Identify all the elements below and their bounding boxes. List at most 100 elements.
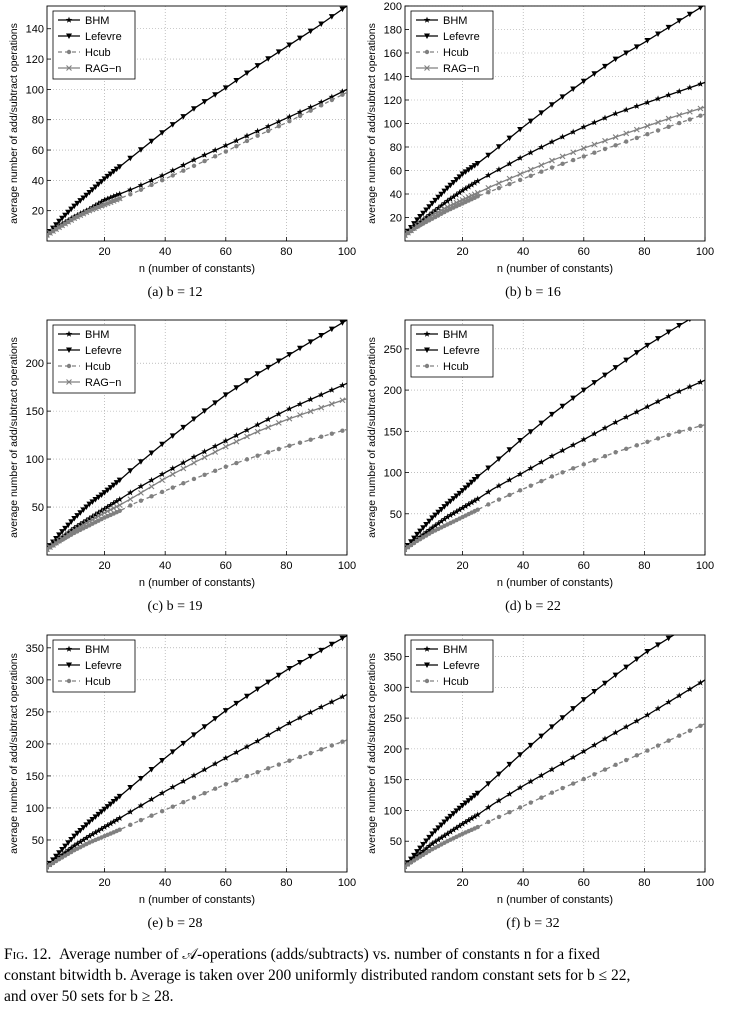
series-point: [559, 715, 566, 721]
series-point: [486, 190, 491, 195]
series-point: [622, 413, 630, 420]
series-point: [191, 476, 197, 482]
series-point: [137, 775, 144, 782]
series-point: [318, 703, 325, 710]
y-tick-label: 80: [390, 142, 402, 154]
series-point: [417, 528, 424, 535]
x-tick-label: 80: [280, 877, 292, 889]
series-point: [485, 171, 492, 179]
series-point: [441, 832, 448, 839]
series-point: [580, 697, 587, 703]
series-point: [517, 126, 524, 133]
series-point: [459, 196, 466, 203]
series-point: [517, 177, 523, 183]
series-point: [654, 95, 662, 102]
series-point: [159, 477, 166, 483]
series-point: [89, 516, 96, 523]
series-point: [254, 737, 261, 744]
series-point: [495, 771, 502, 778]
series-point: [414, 217, 421, 223]
series-point: [89, 203, 96, 211]
series-point: [559, 403, 566, 410]
series-point: [201, 724, 208, 730]
series-point: [62, 525, 69, 532]
series-point: [212, 449, 219, 455]
series-point: [98, 492, 105, 498]
series-point: [202, 158, 207, 164]
series-point: [423, 216, 430, 223]
series-point: [677, 429, 682, 434]
series-point: [53, 535, 60, 542]
series-point: [80, 210, 87, 217]
y-tick-label: 100: [384, 805, 402, 817]
chart-panel-3: 20 40 60 80 100 50 100 150 200 n (number of const…: [8, 319, 356, 614]
series-group: [47, 320, 347, 553]
series-point: [591, 71, 598, 77]
series-point: [474, 189, 481, 196]
series-point: [287, 758, 292, 763]
series-point: [420, 210, 427, 217]
series-point: [408, 539, 415, 545]
series-point: [222, 85, 229, 91]
series-point: [191, 163, 197, 169]
series-point: [465, 183, 472, 190]
series-point: [462, 169, 469, 175]
x-tick-label: 100: [696, 877, 714, 889]
x-axis-label: n (number of constants): [139, 894, 255, 906]
series-point: [254, 127, 261, 134]
series-point: [654, 398, 662, 405]
series-point: [104, 195, 111, 202]
series-point: [447, 182, 454, 189]
series-point: [56, 218, 63, 225]
series-point: [450, 826, 457, 833]
series-point: [275, 49, 282, 55]
y-tick-label: 200: [26, 358, 44, 370]
series-point: [159, 130, 166, 136]
series-point: [612, 729, 619, 736]
series-point: [107, 501, 114, 508]
series-point: [89, 499, 96, 505]
series-point: [68, 529, 75, 536]
series-point: [83, 834, 90, 841]
series-point: [633, 717, 641, 724]
series-point: [655, 743, 661, 748]
series-point: [570, 86, 577, 93]
series-point: [697, 679, 704, 686]
y-axis-label: average number of add/subtract operation…: [8, 337, 20, 538]
series-point: [234, 144, 239, 149]
series-point: [462, 185, 469, 192]
series-point: [71, 203, 78, 210]
series-point: [591, 688, 598, 695]
series-point: [688, 320, 692, 323]
series-point: [328, 401, 335, 407]
legend: BHM Lefevre Hcub RAG−n: [52, 10, 136, 80]
series-point: [411, 852, 418, 859]
legend-label: BHM: [85, 15, 109, 27]
series-point: [286, 666, 293, 672]
x-tick-label: 60: [578, 246, 590, 258]
series-point: [697, 6, 703, 11]
series-point: [98, 507, 105, 514]
y-tick-label: 100: [384, 119, 402, 131]
series-point: [307, 396, 314, 403]
series-point: [435, 194, 442, 201]
series-point: [307, 103, 314, 111]
series-point: [58, 533, 66, 541]
series-point: [116, 477, 123, 484]
series-point: [634, 753, 640, 758]
series-point: [104, 503, 111, 510]
series-point: [307, 708, 314, 716]
series-point: [127, 784, 134, 791]
legend: BHM Lefevre Hcub: [52, 639, 136, 693]
series-point: [74, 830, 81, 837]
series-point: [254, 686, 261, 693]
series-point: [432, 838, 439, 845]
series-point: [447, 195, 454, 202]
series-point: [62, 843, 69, 850]
series-point: [107, 801, 114, 808]
series-point: [286, 719, 293, 726]
series-point: [676, 87, 683, 95]
series-point: [86, 515, 93, 522]
series-point: [170, 804, 175, 809]
series-point: [623, 664, 630, 671]
